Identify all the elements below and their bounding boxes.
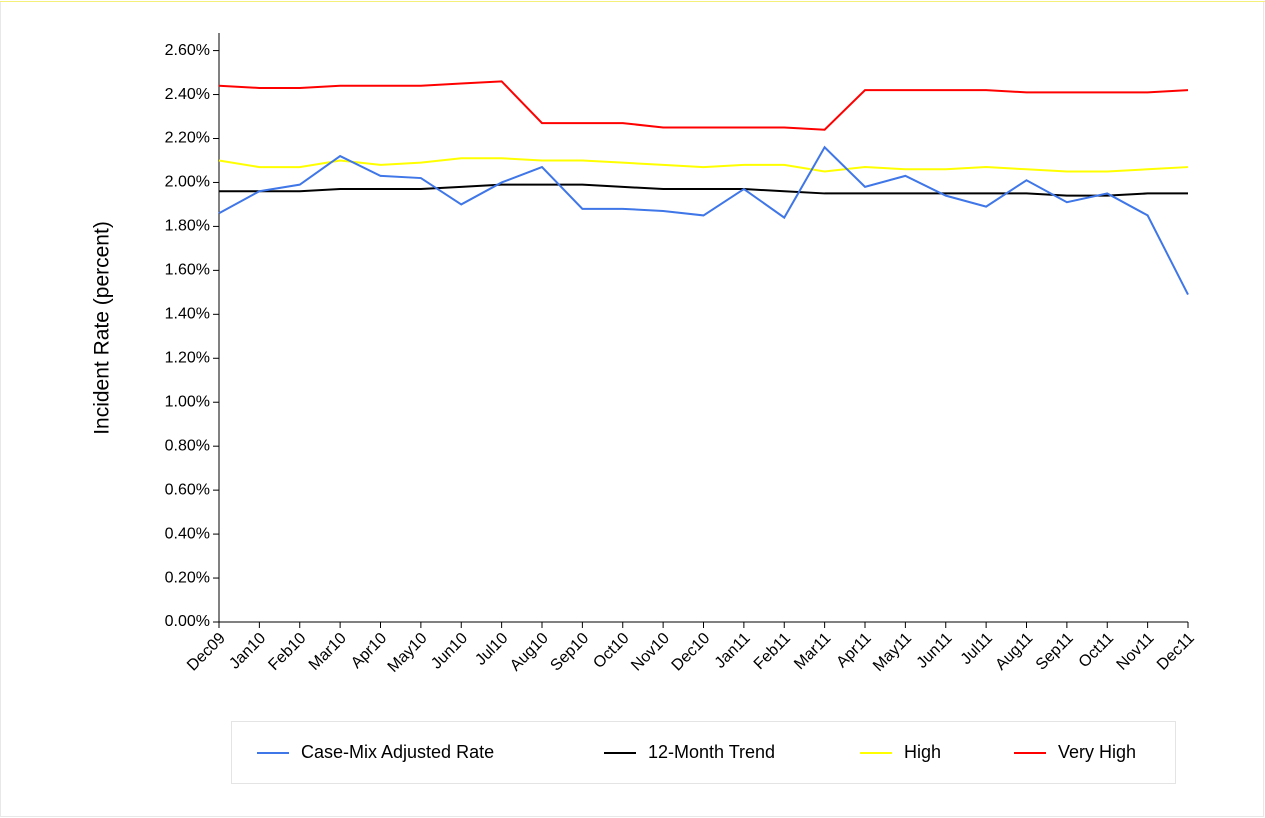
y-tick-label: 0.00% (165, 613, 210, 630)
y-axis-label: Incident Rate (percent) (91, 221, 114, 435)
series-line (218, 80, 1189, 131)
y-tick-label: 0.60% (165, 481, 210, 498)
legend-label: Very High (1058, 742, 1136, 762)
series-line (219, 183, 1188, 197)
legend: Case-Mix Adjusted Rate 12-Month Trend High… (231, 721, 1176, 784)
legend-label: 12-Month Trend (648, 742, 775, 762)
y-tick-label: 2.40% (165, 86, 210, 103)
y-tick-label: 2.20% (165, 130, 210, 147)
y-tick-label: 1.20% (165, 349, 210, 366)
legend-label: Case-Mix Adjusted Rate (301, 742, 494, 762)
y-tick-label: 1.80% (165, 218, 210, 235)
y-tick-label: 0.40% (165, 525, 210, 542)
legend-label: High (904, 742, 941, 762)
y-tick-label: 0.20% (165, 569, 210, 586)
y-tick-label: 1.40% (165, 306, 210, 323)
y-tick-label: 2.60% (165, 42, 210, 59)
y-tick-label: 0.80% (165, 437, 210, 454)
series-line (218, 157, 1189, 173)
y-tick-label: 2.00% (165, 174, 210, 191)
y-tick-label: 1.00% (165, 393, 210, 410)
y-tick-label: 1.60% (165, 262, 210, 279)
series-line (218, 145, 1189, 295)
